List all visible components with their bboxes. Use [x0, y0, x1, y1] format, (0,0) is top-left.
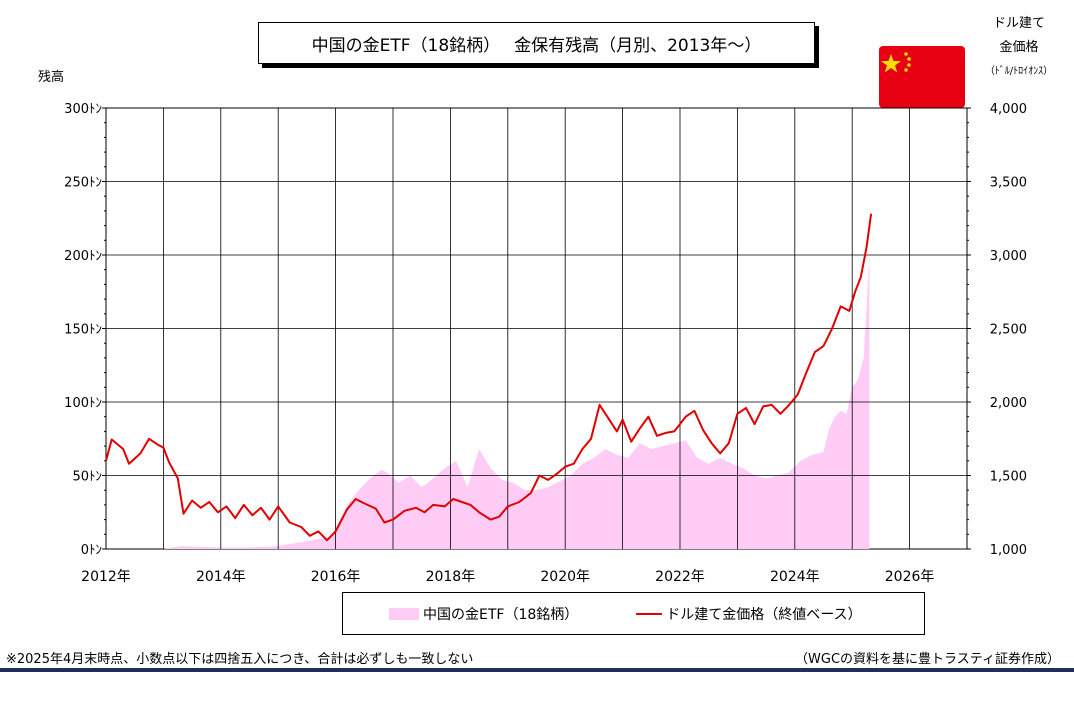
right-axis-unit: ドル建て 金価格 （ﾄﾞﾙ/ﾄﾛｲｵﾝｽ） — [964, 12, 1074, 84]
right-tick-label: 1,500 — [990, 470, 1027, 485]
x-tick-label: 2024年 — [770, 569, 820, 585]
legend-etf-swatch — [389, 607, 419, 620]
left-tick-label: 250ﾄﾝ — [64, 176, 102, 191]
footnote: ※2025年4月末時点、小数点以下は四捨五入につき、合計は必ずしも一致しない — [6, 652, 474, 667]
left-tick-label: 100ﾄﾝ — [64, 396, 102, 411]
left-tick-label: 0ﾄﾝ — [81, 543, 102, 558]
legend-price-label: ドル建て金価格（終値ベース） — [666, 606, 862, 623]
source-note: （WGCの資料を基に豊トラスティ証券作成） — [795, 652, 1060, 667]
gold-price-line-series — [105, 213, 873, 542]
legend-price-line — [636, 612, 663, 615]
chart-title: 中国の金ETF（18銘柄） 金保有残高（月別、2013年～） — [258, 22, 815, 64]
x-tick-label: 2026年 — [885, 569, 935, 585]
legend-item-price: ドル建て金価格（終値ベース） — [578, 604, 862, 624]
x-tick-label: 2020年 — [540, 569, 590, 585]
bottom-rule — [0, 668, 1074, 672]
left-tick-label: 200ﾄﾝ — [64, 249, 102, 264]
right-axis-unit-line1: ドル建て — [992, 16, 1045, 31]
right-tick-label: 3,500 — [990, 176, 1027, 191]
right-tick-label: 2,000 — [990, 396, 1027, 411]
right-tick-label: 2,500 — [990, 323, 1027, 338]
x-tick-label: 2012年 — [81, 569, 131, 585]
x-tick-label: 2018年 — [426, 569, 476, 585]
gold-etf-chart: 0ﾄﾝ 1,000 50ﾄﾝ 1,500 100ﾄﾝ 2,000 150ﾄﾝ 2,500 200… — [64, 102, 1027, 585]
left-tick-label: 50ﾄﾝ — [72, 470, 102, 485]
right-axis-unit-line3: （ﾄﾞﾙ/ﾄﾛｲｵﾝｽ） — [984, 66, 1054, 77]
x-tick-label: 2016年 — [311, 569, 361, 585]
legend-etf-label: 中国の金ETF（18銘柄） — [423, 606, 579, 623]
right-tick-label: 4,000 — [990, 102, 1027, 117]
left-axis-unit: 残高 — [38, 70, 65, 85]
right-axis-unit-line2: 金価格 — [999, 40, 1039, 55]
left-tick-label: 300ﾄﾝ — [64, 102, 102, 117]
legend-item-etf: 中国の金ETF（18銘柄） — [343, 604, 578, 624]
left-tick-label: 150ﾄﾝ — [64, 323, 102, 338]
legend: 中国の金ETF（18銘柄） ドル建て金価格（終値ベース） — [342, 592, 925, 635]
x-tick-label: 2014年 — [196, 569, 246, 585]
right-tick-label: 1,000 — [990, 543, 1027, 558]
right-tick-label: 3,000 — [990, 249, 1027, 264]
x-tick-label: 2022年 — [655, 569, 705, 585]
china-flag-icon — [879, 46, 965, 108]
